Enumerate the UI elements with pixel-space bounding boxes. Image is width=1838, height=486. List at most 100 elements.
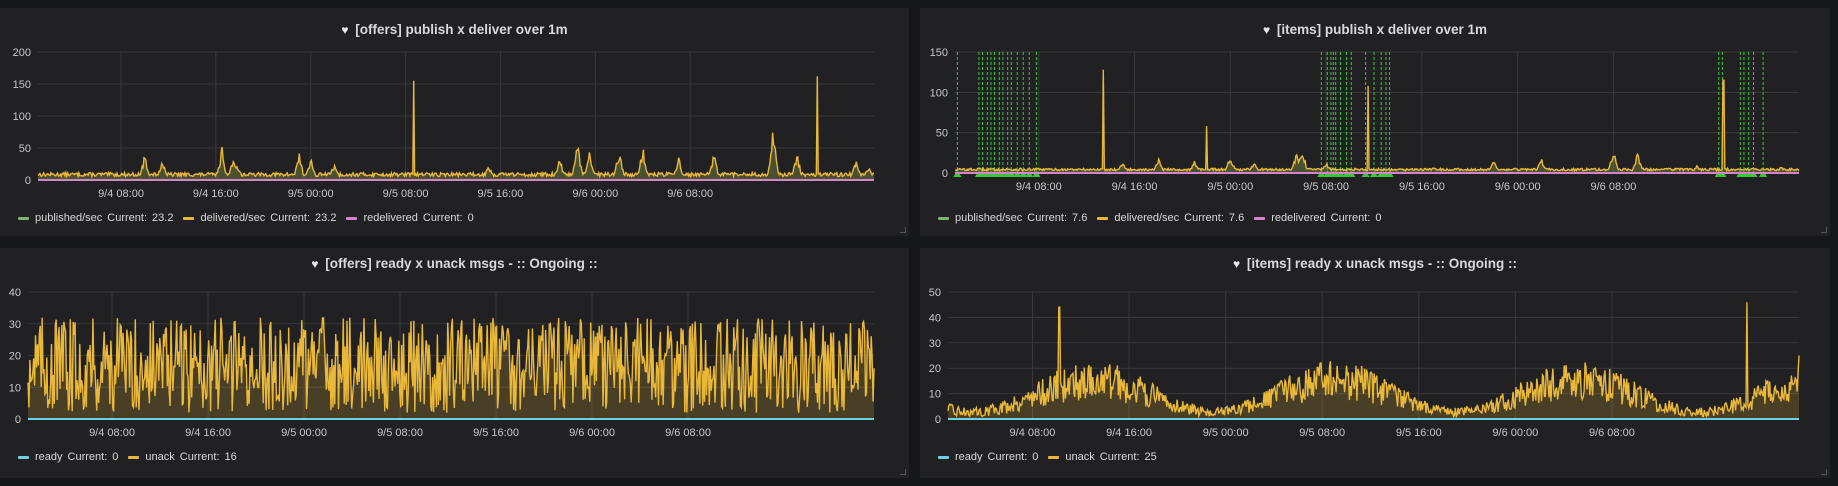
x-tick-label: 9/5 16:00 bbox=[1399, 181, 1445, 193]
chart-legend: published/sec Current: 23.2 delivered/se… bbox=[18, 212, 484, 224]
x-tick-label: 9/4 08:00 bbox=[89, 427, 135, 439]
legend-current-label: Current: bbox=[422, 212, 463, 224]
y-tick-label: 10 bbox=[9, 382, 21, 394]
series-area bbox=[948, 302, 1799, 419]
x-tick-label: 9/4 08:00 bbox=[1016, 181, 1062, 193]
legend-item-delivered[interactable]: delivered/sec Current: 7.6 bbox=[1097, 212, 1244, 224]
legend-swatch bbox=[18, 455, 29, 459]
y-tick-label: 200 bbox=[13, 47, 31, 59]
y-tick-label: 0 bbox=[935, 414, 941, 426]
legend-current-label: Current: bbox=[1099, 451, 1140, 463]
legend-item-published[interactable]: published/sec Current: 7.6 bbox=[938, 212, 1087, 224]
series-unack-line bbox=[947, 302, 1800, 420]
x-tick-label: 9/4 16:00 bbox=[185, 427, 231, 439]
legend-label: redelivered bbox=[1271, 212, 1326, 224]
x-tick-label: 9/5 16:00 bbox=[478, 188, 524, 200]
legend-swatch bbox=[346, 216, 358, 220]
x-tick-label: 9/4 16:00 bbox=[1112, 181, 1158, 193]
y-tick-label: 50 bbox=[19, 143, 31, 155]
panel-title-text: [items] publish x deliver over 1m bbox=[1276, 22, 1487, 37]
legend-current-label: Current: bbox=[67, 451, 108, 463]
chart-area[interactable]: 0 50 100 150 200 9/4 08:00 9/4 16:00 9/5 00:00 9… bbox=[0, 8, 909, 208]
x-tick-label: 9/5 08:00 bbox=[377, 427, 423, 439]
series-area bbox=[955, 69, 1799, 173]
legend-swatch bbox=[938, 455, 949, 459]
x-tick-label: 9/6 00:00 bbox=[1495, 181, 1541, 193]
legend-item-ready[interactable]: ready Current: 0 bbox=[18, 451, 118, 463]
x-tick-label: 9/5 08:00 bbox=[1299, 427, 1345, 439]
legend-label: unack bbox=[145, 451, 175, 463]
panel-title[interactable]: ♥ [offers] publish x deliver over 1m bbox=[0, 22, 909, 38]
legend-label: delivered/sec bbox=[1114, 212, 1180, 224]
y-tick-label: 50 bbox=[936, 128, 948, 140]
x-tick-label: 9/4 16:00 bbox=[193, 188, 239, 200]
chart-area[interactable]: 0 10 20 30 40 9/4 08:00 9/4 16:00 9/5 00:00 9/5 … bbox=[0, 248, 909, 448]
x-tick-label: 9/4 08:00 bbox=[98, 188, 144, 200]
legend-current-value: 16 bbox=[224, 451, 237, 463]
legend-current-value: 0 bbox=[112, 451, 119, 463]
legend-current-label: Current: bbox=[179, 451, 220, 463]
legend-item-redelivered[interactable]: redelivered Current: 0 bbox=[1254, 212, 1382, 224]
items-publish-panel: ♥ [items] publish x deliver over 1m 0 50 1… bbox=[920, 8, 1830, 236]
series-area bbox=[38, 76, 874, 180]
legend-item-published[interactable]: published/sec Current: 23.2 bbox=[18, 212, 173, 224]
y-tick-label: 30 bbox=[9, 319, 21, 331]
legend-current-value: 23.2 bbox=[152, 212, 174, 224]
x-tick-label: 9/5 00:00 bbox=[288, 188, 334, 200]
legend-current-value: 23.2 bbox=[315, 212, 337, 224]
legend-item-unack[interactable]: unack Current: 25 bbox=[1048, 451, 1157, 463]
legend-current-label: Current: bbox=[1027, 212, 1068, 224]
chart-legend: ready Current: 0 unack Current: 16 bbox=[18, 451, 247, 463]
x-tick-label: 9/5 08:00 bbox=[383, 188, 429, 200]
legend-swatch bbox=[183, 216, 195, 220]
legend-swatch bbox=[18, 216, 29, 220]
legend-current-value: 7.6 bbox=[1228, 212, 1245, 224]
x-tick-label: 9/5 16:00 bbox=[473, 427, 519, 439]
chart-area[interactable]: 0 10 20 30 40 50 9/4 08:00 9/4 16:00 9/5 00:00 9/… bbox=[920, 248, 1830, 448]
resize-handle[interactable] bbox=[1821, 227, 1827, 233]
chart-area[interactable]: 0 50 100 150 9/4 08:00 9/4 16:00 9/5 00:00 9/5 … bbox=[920, 8, 1830, 208]
panel-title-text: [items] ready x unack msgs - :: Ongoing … bbox=[1246, 256, 1517, 271]
y-tick-label: 40 bbox=[929, 312, 941, 324]
offers-unack-panel: ♥ [offers] ready x unack msgs - :: Ongoi… bbox=[0, 248, 909, 478]
y-tick-label: 50 bbox=[929, 287, 941, 299]
resize-handle[interactable] bbox=[1821, 469, 1827, 475]
legend-item-redelivered[interactable]: redelivered Current: 0 bbox=[346, 212, 474, 224]
resize-handle[interactable] bbox=[900, 469, 906, 475]
legend-current-value: 0 bbox=[1375, 212, 1382, 224]
legend-current-value: 7.6 bbox=[1072, 212, 1088, 224]
series-deliveredsec-line bbox=[955, 69, 1800, 173]
x-tick-label: 9/6 08:00 bbox=[1589, 427, 1635, 439]
legend-current-label: Current: bbox=[270, 212, 311, 224]
legend-item-unack[interactable]: unack Current: 16 bbox=[128, 451, 237, 463]
y-tick-label: 100 bbox=[13, 111, 31, 123]
panel-title[interactable]: ♥ [items] ready x unack msgs - :: Ongoin… bbox=[920, 256, 1830, 272]
legend-current-value: 0 bbox=[1032, 451, 1039, 463]
legend-current-label: Current: bbox=[987, 451, 1028, 463]
legend-item-ready[interactable]: ready Current: 0 bbox=[938, 451, 1038, 463]
panel-title[interactable]: ♥ [offers] ready x unack msgs - :: Ongoi… bbox=[0, 256, 909, 272]
y-tick-label: 40 bbox=[9, 287, 21, 299]
y-tick-label: 0 bbox=[15, 414, 21, 426]
heart-icon: ♥ bbox=[311, 257, 319, 271]
x-tick-label: 9/6 00:00 bbox=[569, 427, 615, 439]
legend-swatch bbox=[1048, 455, 1060, 459]
resize-handle[interactable] bbox=[900, 227, 906, 233]
y-tick-label: 30 bbox=[929, 338, 941, 350]
y-tick-label: 0 bbox=[25, 175, 31, 187]
y-tick-label: 150 bbox=[13, 79, 31, 91]
panel-title-text: [offers] publish x deliver over 1m bbox=[355, 22, 568, 37]
x-tick-label: 9/4 08:00 bbox=[1010, 427, 1056, 439]
panel-title[interactable]: ♥ [items] publish x deliver over 1m bbox=[920, 22, 1830, 38]
x-tick-label: 9/6 00:00 bbox=[572, 188, 618, 200]
legend-label: unack bbox=[1065, 451, 1095, 463]
legend-item-delivered[interactable]: delivered/sec Current: 23.2 bbox=[183, 212, 336, 224]
offers-publish-panel: ♥ [offers] publish x deliver over 1m 0 50… bbox=[0, 8, 909, 236]
y-tick-label: 10 bbox=[929, 389, 941, 401]
panel-title-text: [offers] ready x unack msgs - :: Ongoing… bbox=[325, 256, 598, 271]
heart-icon: ♥ bbox=[1263, 23, 1271, 37]
legend-swatch bbox=[128, 455, 140, 459]
legend-label: delivered/sec bbox=[200, 212, 266, 224]
x-tick-label: 9/4 16:00 bbox=[1106, 427, 1152, 439]
y-tick-label: 100 bbox=[930, 87, 948, 99]
